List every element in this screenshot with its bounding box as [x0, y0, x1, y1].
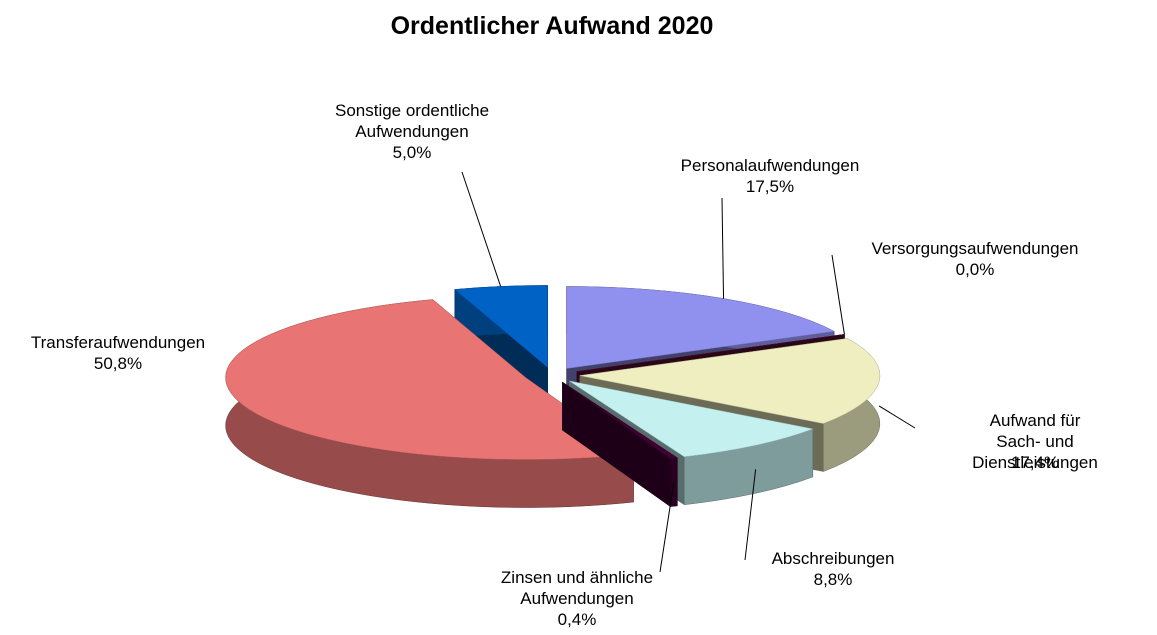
slice-label: Abschreibungen — [771, 549, 895, 568]
slice-value-label: 0,0% — [955, 260, 995, 279]
slice-label: Versorgungsaufwendungen — [871, 239, 1079, 258]
slice — [454, 285, 548, 368]
leader-line — [659, 482, 675, 573]
slice-value-label: 5,0% — [392, 143, 432, 162]
chart-title: Ordentlicher Aufwand 2020 — [390, 12, 714, 40]
slice-value-label: 8,8% — [813, 570, 853, 589]
slice-label: Aufwand für Sach- und Dienstleistungen — [972, 411, 1098, 472]
leader-line — [721, 197, 725, 299]
slice-value-label: 17,4% — [1010, 453, 1060, 472]
slice — [579, 338, 881, 424]
slice-label: Personalaufwendungen — [680, 156, 860, 175]
slice — [569, 380, 814, 458]
slice-label: Zinsen und ähnliche Aufwendungen — [500, 568, 654, 608]
slice-value-label: 0,4% — [557, 610, 597, 629]
slice-value-label: 50,8% — [93, 354, 143, 373]
slice — [225, 299, 635, 460]
slice-label: Transferaufwendungen — [30, 333, 206, 352]
slice — [562, 381, 679, 459]
slice-value-label: 17,5% — [745, 177, 795, 196]
leader-line — [461, 171, 502, 287]
leader-line — [878, 405, 916, 429]
leader-line — [744, 469, 757, 561]
slice — [566, 286, 835, 369]
slice-label: Sonstige ordentliche Aufwendungen — [334, 101, 490, 141]
leader-line — [831, 254, 845, 335]
